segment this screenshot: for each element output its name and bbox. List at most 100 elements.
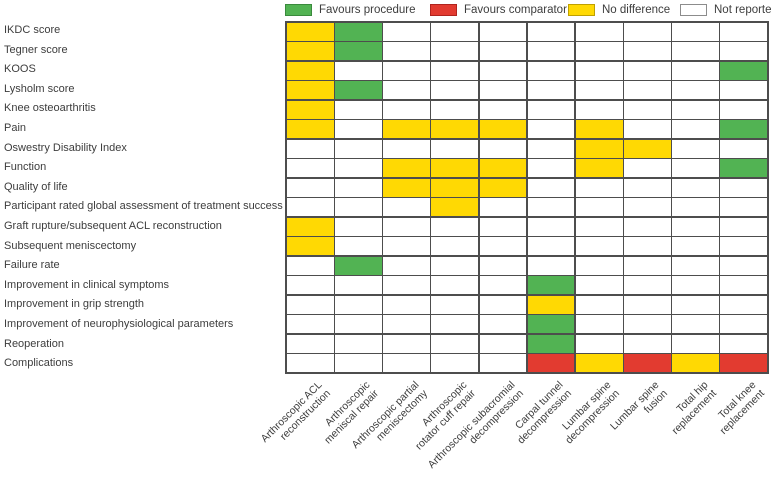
col-label: Total knee replacement <box>715 379 767 437</box>
col-label: Total hip replacement <box>669 379 719 437</box>
row-label: Knee osteoarthritis <box>4 102 96 115</box>
cell-r12-c7 <box>575 237 623 256</box>
col-label: Arthroscopic meniscal repair <box>322 379 382 447</box>
cell-r11-c2 <box>335 217 382 236</box>
cell-r10-c9 <box>672 198 719 217</box>
cell-r3-c8 <box>624 61 671 80</box>
row-label: Graft rupture/subsequent ACL reconstruct… <box>4 220 222 232</box>
row-label: Complications <box>4 357 74 370</box>
cell-r15-c7 <box>575 295 623 314</box>
cell-r15-c3 <box>383 295 430 314</box>
cell-r9-c5 <box>479 178 527 197</box>
outcome-matrix <box>285 21 769 374</box>
cell-r17-c2 <box>335 334 382 353</box>
row-label: Reoperation <box>4 337 64 350</box>
cell-r9-c8 <box>624 178 671 197</box>
cell-r10-c1 <box>287 198 334 217</box>
cell-r15-c5 <box>479 295 527 314</box>
cell-r12-c5 <box>479 237 527 256</box>
row-label: Improvement in grip strength <box>4 298 145 311</box>
cell-r2-c5 <box>479 42 527 61</box>
cell-r3-c9 <box>672 61 719 80</box>
cell-r6-c3 <box>383 120 430 139</box>
cell-r18-c4 <box>431 354 479 372</box>
cell-r6-c9 <box>672 120 719 139</box>
cell-r8-c1 <box>287 159 334 178</box>
cell-r7-c5 <box>479 139 527 158</box>
row-label: Quality of life <box>4 180 68 193</box>
cell-r16-c7 <box>575 315 623 334</box>
cell-r7-c4 <box>431 139 479 158</box>
cell-r12-c9 <box>672 237 719 256</box>
cell-r10-c8 <box>624 198 671 217</box>
cell-r8-c9 <box>672 159 719 178</box>
cell-r17-c1 <box>287 334 334 353</box>
cell-r3-c1 <box>287 61 334 80</box>
cell-r11-c3 <box>383 217 430 236</box>
cell-r16-c5 <box>479 315 527 334</box>
cell-r13-c5 <box>479 256 527 275</box>
cell-r8-c4 <box>431 159 479 178</box>
cell-r16-c9 <box>672 315 719 334</box>
cell-r12-c2 <box>335 237 382 256</box>
cell-r7-c8 <box>624 139 671 158</box>
cell-r18-c9 <box>672 354 719 372</box>
cell-r3-c5 <box>479 61 527 80</box>
cell-r16-c6 <box>527 315 575 334</box>
cell-r10-c2 <box>335 198 382 217</box>
legend-item-y: No difference <box>568 2 670 18</box>
cell-r17-c6 <box>527 334 575 353</box>
cell-r8-c2 <box>335 159 382 178</box>
cell-r14-c9 <box>672 276 719 295</box>
cell-r11-c5 <box>479 217 527 236</box>
cell-r18-c7 <box>575 354 623 372</box>
cell-r15-c4 <box>431 295 479 314</box>
cell-r5-c6 <box>527 100 575 119</box>
cell-r11-c8 <box>624 217 671 236</box>
cell-r9-c4 <box>431 178 479 197</box>
cell-r10-c6 <box>527 198 575 217</box>
row-label: KOOS <box>4 63 36 76</box>
cell-r17-c4 <box>431 334 479 353</box>
legend-label: Favours comparator <box>464 4 567 16</box>
cell-r6-c8 <box>624 120 671 139</box>
cell-r11-c1 <box>287 217 334 236</box>
cell-r17-c5 <box>479 334 527 353</box>
row-label: Lysholm score <box>4 82 75 95</box>
row-label: Tegner score <box>4 43 68 56</box>
row-label: Improvement of neurophysiological parame… <box>4 318 234 330</box>
cell-r5-c3 <box>383 100 430 119</box>
cell-r16-c4 <box>431 315 479 334</box>
cell-r9-c3 <box>383 178 430 197</box>
cell-r6-c1 <box>287 120 334 139</box>
col-label: Arthroscopic rotator cuff repair <box>412 379 478 453</box>
cell-r18-c8 <box>624 354 671 372</box>
cell-r5-c7 <box>575 100 623 119</box>
cell-r4-c4 <box>431 81 479 100</box>
cell-r8-c8 <box>624 159 671 178</box>
cell-r17-c7 <box>575 334 623 353</box>
cell-r5-c4 <box>431 100 479 119</box>
cell-r2-c7 <box>575 42 623 61</box>
cell-r18-c6 <box>527 354 575 372</box>
cell-r15-c2 <box>335 295 382 314</box>
cell-r18-c5 <box>479 354 527 372</box>
cell-r7-c7 <box>575 139 623 158</box>
cell-r10-c7 <box>575 198 623 217</box>
cell-r6-c5 <box>479 120 527 139</box>
cell-r1-c2 <box>335 23 382 41</box>
cell-r1-c1 <box>287 23 334 41</box>
cell-r3-c10 <box>720 61 767 80</box>
cell-r4-c7 <box>575 81 623 100</box>
legend-label: No difference <box>602 4 671 16</box>
cell-r14-c7 <box>575 276 623 295</box>
cell-r9-c2 <box>335 178 382 197</box>
cell-r12-c8 <box>624 237 671 256</box>
col-label: Lumbar spine fusion <box>608 379 671 433</box>
cell-r4-c2 <box>335 81 382 100</box>
cell-r4-c3 <box>383 81 430 100</box>
cell-r10-c10 <box>720 198 767 217</box>
cell-r4-c9 <box>672 81 719 100</box>
cell-r2-c10 <box>720 42 767 61</box>
